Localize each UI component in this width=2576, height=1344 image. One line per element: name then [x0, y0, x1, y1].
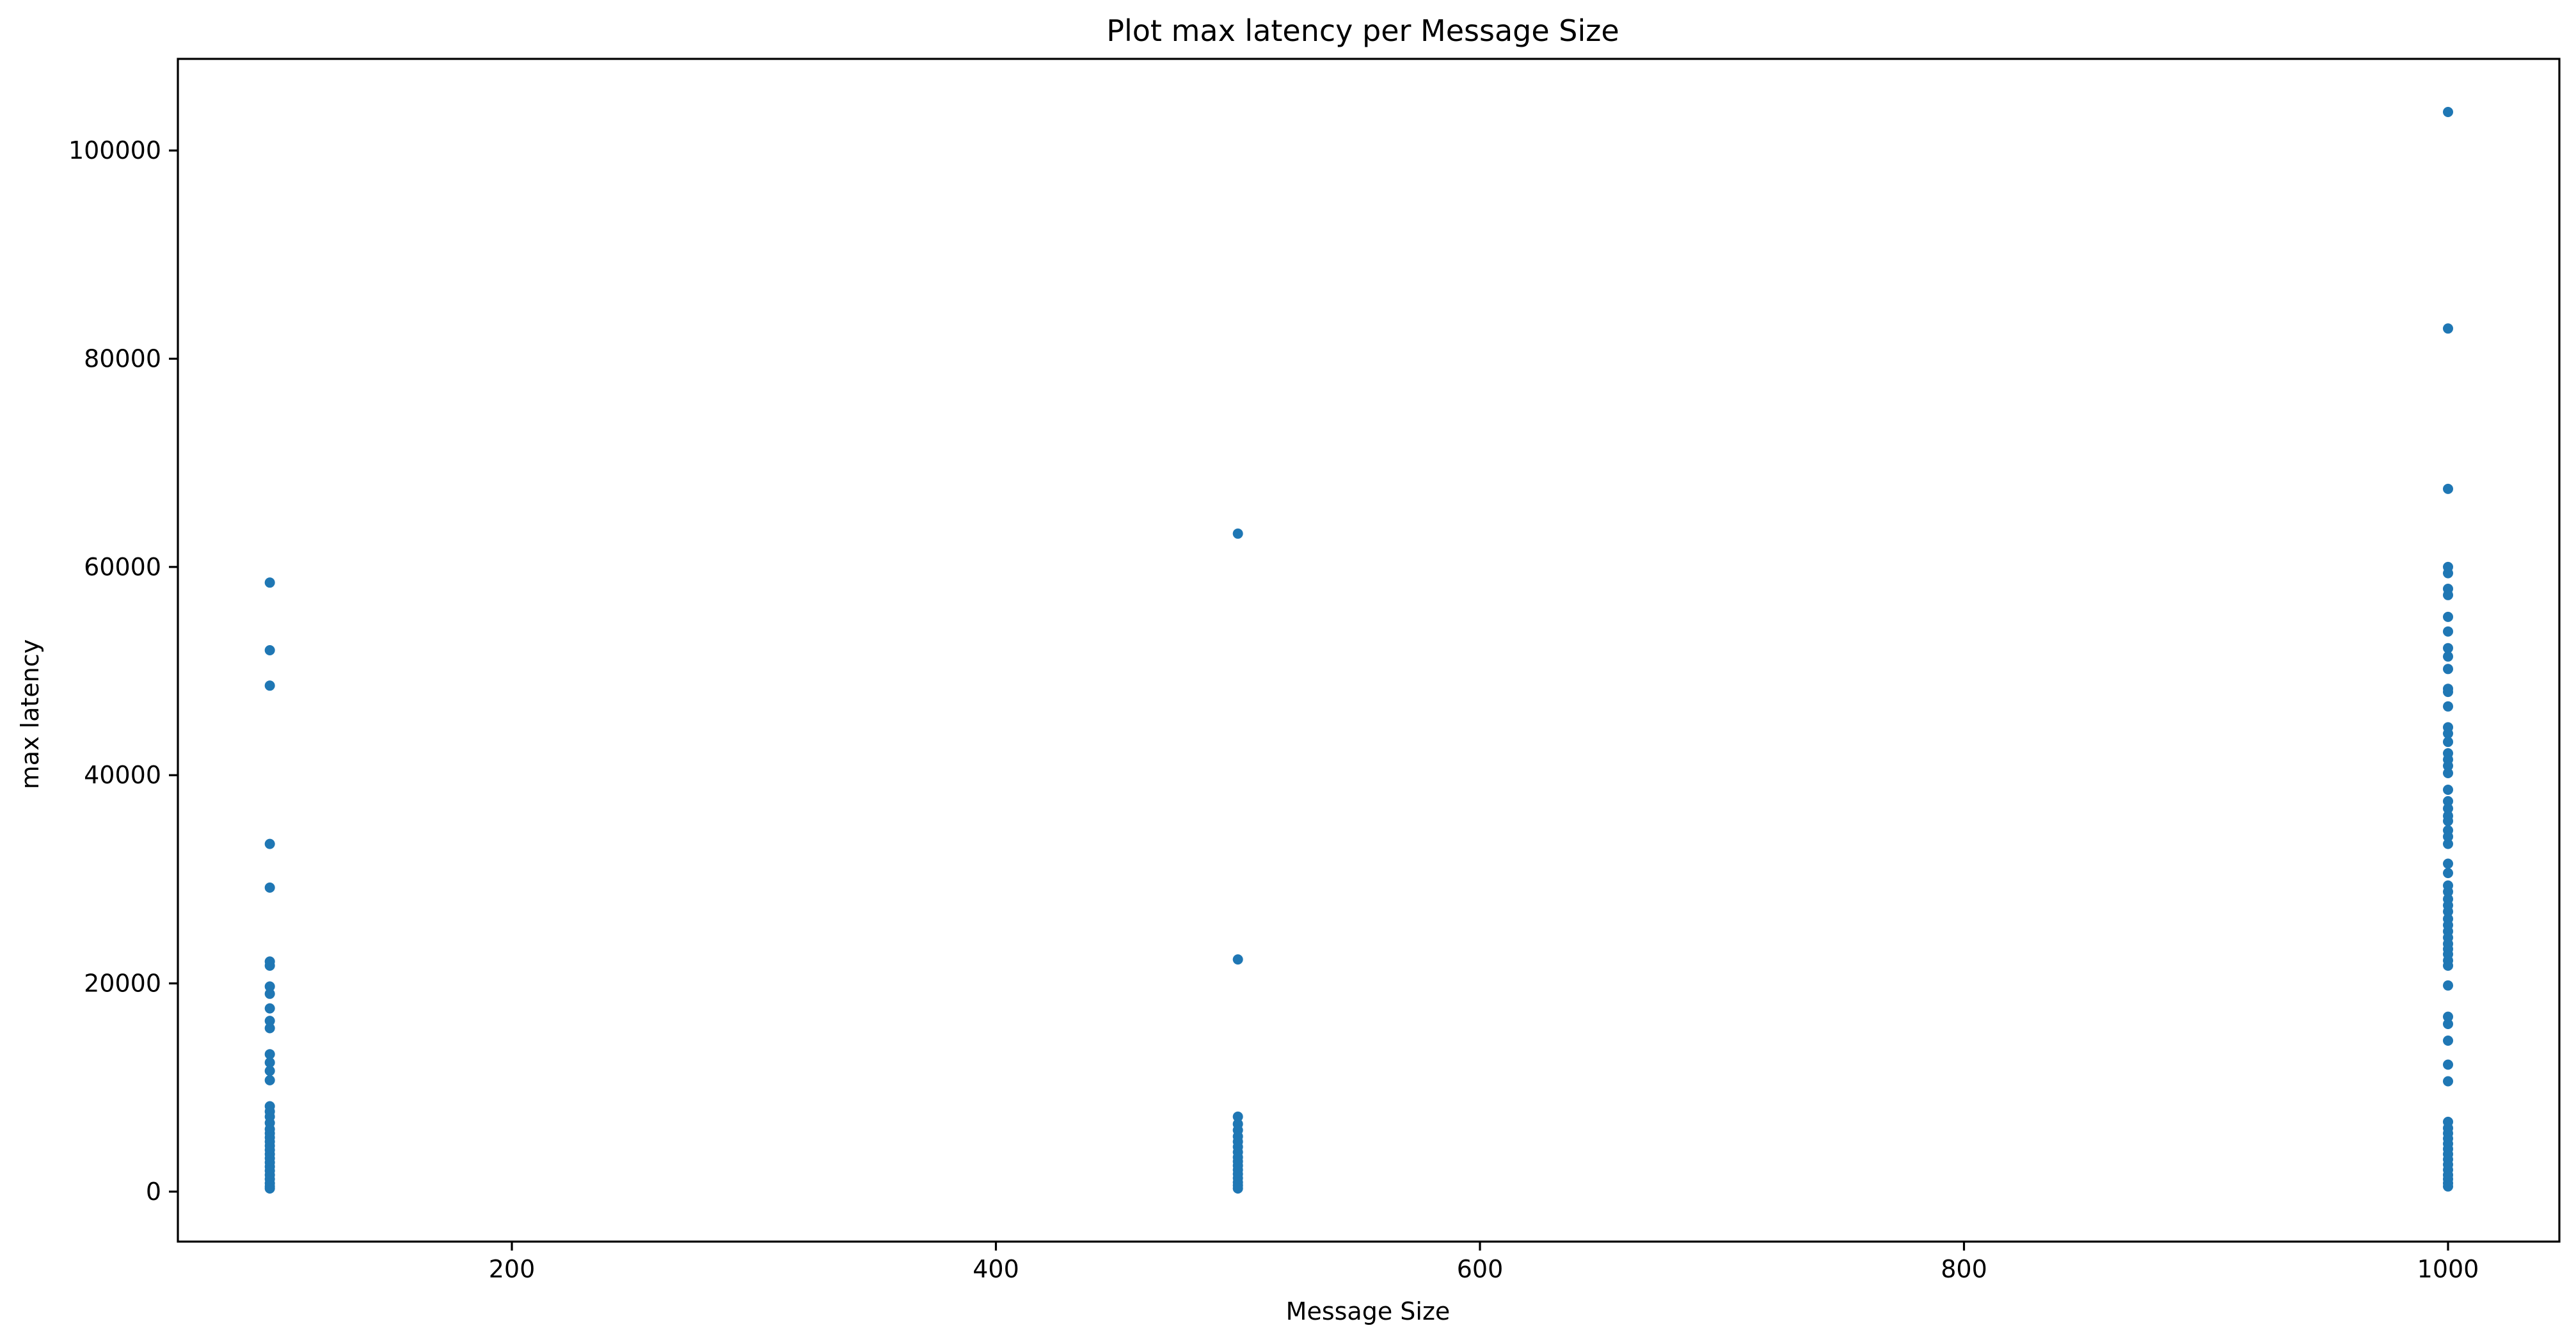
data-point	[2443, 1036, 2453, 1046]
data-point	[264, 1016, 275, 1027]
data-point	[2443, 626, 2453, 637]
data-point	[2443, 785, 2453, 795]
data-point	[264, 1003, 275, 1014]
y-tick-label: 100000	[68, 136, 161, 164]
data-point	[2443, 687, 2453, 698]
data-point	[2443, 838, 2453, 849]
y-tick-label: 60000	[84, 553, 161, 581]
y-tick-label: 0	[146, 1178, 161, 1206]
data-point	[2443, 1181, 2453, 1192]
data-point	[2443, 728, 2453, 739]
data-point	[2443, 1019, 2453, 1029]
data-point	[264, 680, 275, 691]
data-point	[264, 645, 275, 655]
data-point	[1232, 1183, 1243, 1194]
data-point	[264, 981, 275, 992]
data-point	[2443, 868, 2453, 879]
data-point	[264, 988, 275, 999]
data-point	[2443, 701, 2453, 712]
data-point	[2443, 980, 2453, 991]
x-tick-label: 1000	[2417, 1255, 2479, 1283]
data-point	[2443, 737, 2453, 748]
data-point	[2443, 886, 2453, 897]
data-point	[264, 1023, 275, 1034]
data-points	[264, 107, 2453, 1194]
data-point	[264, 838, 275, 849]
data-point	[2443, 483, 2453, 494]
data-point	[264, 1183, 275, 1194]
data-point	[264, 1075, 275, 1085]
data-point	[2443, 760, 2453, 771]
data-point	[2443, 960, 2453, 971]
y-axis-ticks: 0 20000 40000 60000 80000 100000	[68, 136, 178, 1206]
data-point	[264, 1057, 275, 1068]
x-tick-label: 200	[489, 1255, 536, 1283]
data-point	[2443, 906, 2453, 917]
x-tick-label: 400	[973, 1255, 1019, 1283]
data-point	[2443, 768, 2453, 778]
data-point	[264, 1049, 275, 1060]
data-point	[2443, 107, 2453, 117]
x-tick-label: 800	[1941, 1255, 1987, 1283]
plot-frame	[177, 58, 2561, 1243]
y-tick-label: 80000	[84, 345, 161, 373]
data-point	[264, 1066, 275, 1076]
chart-title: Plot max latency per Message Size	[1106, 13, 1619, 48]
data-point	[2443, 611, 2453, 622]
data-point	[2443, 831, 2453, 842]
data-point	[1232, 1111, 1243, 1122]
data-point	[2443, 1059, 2453, 1070]
data-point	[2443, 1076, 2453, 1087]
data-point	[2443, 858, 2453, 869]
data-point	[264, 882, 275, 893]
x-tick-label: 600	[1457, 1255, 1504, 1283]
data-point	[2443, 323, 2453, 334]
y-tick-label: 20000	[84, 970, 161, 998]
data-point	[1232, 954, 1243, 965]
data-point	[1232, 528, 1243, 539]
data-point	[2443, 1011, 2453, 1022]
data-point	[2443, 568, 2453, 579]
data-point	[2443, 796, 2453, 806]
y-axis-label: max latency	[16, 639, 44, 789]
x-axis-label: Message Size	[1286, 1297, 1451, 1325]
data-point	[264, 960, 275, 971]
x-axis-ticks: 200 400 600 800 1000	[489, 1242, 2479, 1283]
data-point	[2443, 815, 2453, 826]
data-point	[2443, 664, 2453, 675]
y-tick-label: 40000	[84, 761, 161, 789]
data-point	[264, 577, 275, 588]
data-point	[2443, 643, 2453, 653]
data-point	[2443, 803, 2453, 814]
data-point	[2443, 651, 2453, 662]
data-point	[2443, 589, 2453, 600]
